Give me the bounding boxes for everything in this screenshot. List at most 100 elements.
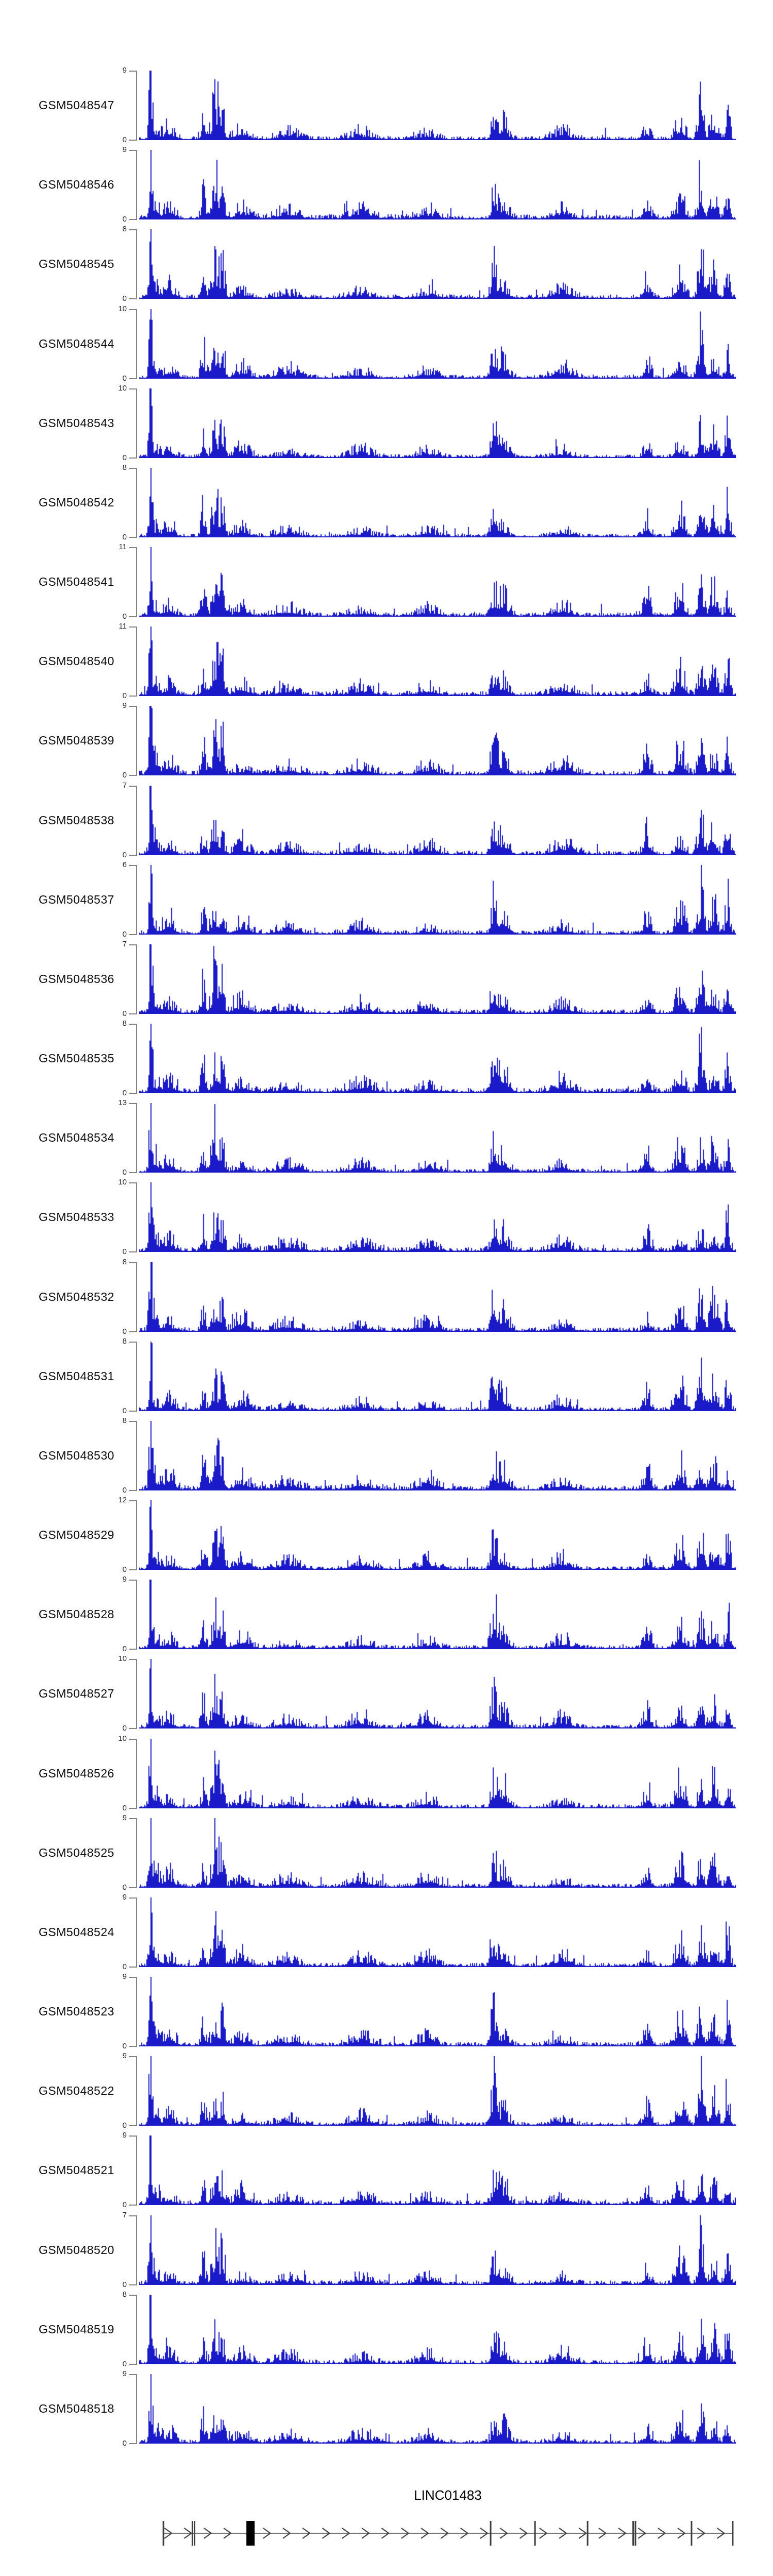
signal-histogram [139,626,736,697]
track-label: GSM5048542 [39,495,114,509]
gene-exon-bar [732,2521,734,2546]
y-axis-zero-value: 0 [122,294,127,303]
y-axis-line [136,1103,137,1174]
y-axis-max-value: 9 [122,1892,127,1902]
y-axis-max-value: 8 [122,225,127,234]
y-axis-line [136,1738,137,1809]
track-label: GSM5048518 [39,2401,114,2415]
signal-histogram [139,785,736,855]
y-axis-zero-value: 0 [122,1962,127,1971]
track-label: GSM5048531 [39,1369,114,1383]
y-axis-top-tick [129,865,136,866]
y-axis-zero-tick [129,2046,136,2047]
y-axis-line [136,2136,137,2206]
y-axis-zero-tick [129,1966,136,1968]
y-axis-line [136,2294,137,2365]
y-axis-top-tick [129,1738,136,1740]
gene-exon-bar [586,2521,589,2546]
signal-histogram [139,2374,736,2444]
signal-histogram [139,467,736,537]
y-axis-max-value: 8 [122,2290,127,2299]
y-axis-line [136,1341,137,1412]
strand-arrow-icon [657,2528,666,2539]
y-axis-top-tick [129,229,136,231]
y-axis-max-value: 9 [122,1972,127,1981]
track-label: GSM5048537 [39,892,114,906]
y-axis-top-tick [129,1341,136,1343]
y-axis-zero-value: 0 [122,1089,127,1098]
gene-thick-exon-box [246,2521,255,2546]
y-axis-zero-tick [129,457,136,459]
track-label: GSM5048530 [39,1448,114,1462]
y-axis-line [136,1977,137,2047]
signal-histogram [139,1977,736,2047]
strand-arrow-icon [480,2528,489,2539]
y-axis-top-tick [129,2136,136,2137]
y-axis-zero-value: 0 [122,1168,127,1177]
y-axis-top-tick [129,1420,136,1422]
signal-histogram [139,2215,736,2285]
y-axis-max-value: 10 [118,1654,127,1664]
gene-title: LINC01483 [414,2487,482,2503]
track-label: GSM5048538 [39,813,114,827]
y-axis-line [136,1659,137,1730]
y-axis-top-tick [129,71,136,72]
y-axis-zero-tick [129,378,136,379]
y-axis-max-value: 11 [119,543,127,552]
y-axis-zero-value: 0 [122,1645,127,1654]
y-axis-top-tick [129,2294,136,2296]
y-axis-max-value: 10 [118,1734,127,1743]
y-axis-top-tick [129,1659,136,1660]
y-axis-top-tick [129,150,136,151]
y-axis-line [136,71,137,141]
gene-model-track [162,2521,734,2546]
y-axis-top-tick [129,1262,136,1263]
signal-histogram [139,1738,736,1808]
y-axis-zero-tick [129,1569,136,1571]
signal-histogram [139,1818,736,1888]
track-label: GSM5048524 [39,1925,114,1939]
y-axis-line [136,1182,137,1253]
strand-arrow-icon [559,2528,568,2539]
y-axis-zero-value: 0 [122,1327,127,1336]
y-axis-line [136,1024,137,1094]
signal-histogram [139,706,736,776]
track-label: GSM5048541 [39,575,114,589]
strand-arrow-icon [539,2528,548,2539]
strand-arrow-icon [342,2528,350,2539]
strand-arrow-icon [302,2528,311,2539]
signal-histogram [139,865,736,935]
y-axis-zero-value: 0 [122,2359,127,2368]
signal-histogram [139,1341,736,1411]
track-label: GSM5048547 [39,98,114,112]
strand-arrow-icon [401,2528,410,2539]
y-axis-zero-value: 0 [122,532,127,541]
y-axis-zero-value: 0 [122,1803,127,1812]
y-axis-max-value: 8 [122,1336,127,1346]
y-axis-zero-value: 0 [122,453,127,462]
track-label: GSM5048533 [39,1210,114,1224]
track-label: GSM5048525 [39,1845,114,1859]
y-axis-zero-tick [129,1093,136,1094]
track-label: GSM5048529 [39,1528,114,1542]
signal-histogram [139,1897,736,1967]
y-axis-zero-tick [129,934,136,935]
y-axis-zero-value: 0 [122,2438,127,2448]
y-axis-zero-tick [129,140,136,141]
signal-histogram [139,1262,736,1332]
strand-arrow-icon [322,2528,331,2539]
y-axis-top-tick [129,388,136,389]
track-label: GSM5048523 [39,2005,114,2019]
y-axis-zero-tick [129,1649,136,1650]
y-axis-zero-tick [129,854,136,856]
y-axis-zero-value: 0 [122,850,127,859]
strand-arrow-icon [262,2528,272,2539]
y-axis-zero-tick [129,1807,136,1809]
gene-exon-bar [534,2521,536,2546]
y-axis-zero-value: 0 [122,2200,127,2210]
y-axis-line [136,1580,137,1650]
track-label: GSM5048520 [39,2243,114,2257]
y-axis-zero-tick [129,1331,136,1332]
y-axis-zero-tick [129,696,136,697]
gene-exon-bar [632,2521,634,2546]
